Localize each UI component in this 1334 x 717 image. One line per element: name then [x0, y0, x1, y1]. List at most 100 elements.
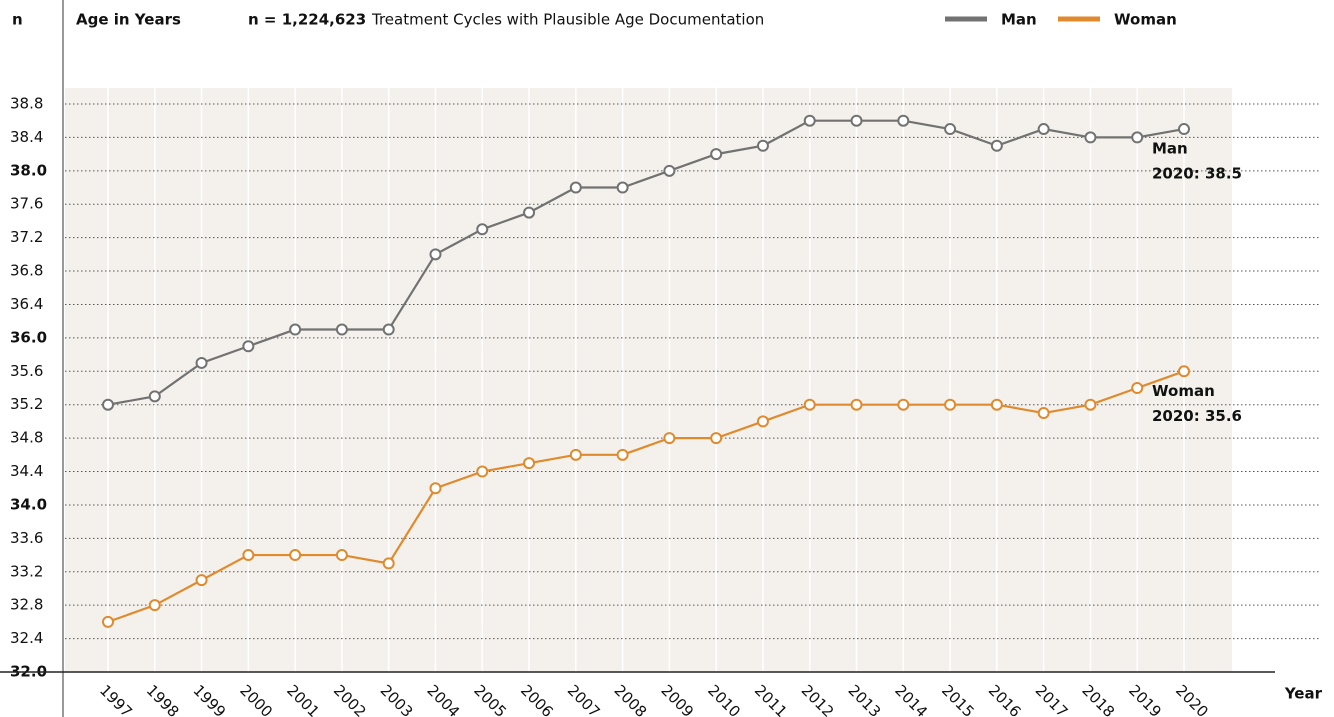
- point-marker: [195, 574, 208, 587]
- point-marker: [803, 398, 816, 411]
- chart-title: Age in Years: [76, 11, 181, 29]
- y-tick-label: 36.8: [10, 262, 43, 280]
- y-tick-label: 32.8: [10, 596, 43, 614]
- point-marker: [616, 181, 629, 194]
- point-marker: [242, 340, 255, 353]
- point-marker: [476, 223, 489, 236]
- point-marker: [616, 448, 629, 461]
- x-tick-label: 2020: [1172, 681, 1212, 717]
- series-line: [107, 370, 1185, 623]
- point-marker: [1131, 382, 1144, 394]
- y-tick-label: 33.2: [10, 562, 43, 580]
- point-marker: [850, 114, 863, 127]
- x-tick-label: 2009: [657, 681, 697, 717]
- plot-background: [65, 88, 1232, 672]
- y-tick-label: 35.2: [10, 395, 43, 413]
- x-tick-label: 2006: [517, 681, 557, 717]
- point-marker: [1037, 123, 1050, 136]
- y-tick-label: 38.0: [10, 161, 47, 179]
- x-tick-label: 2005: [470, 681, 510, 717]
- point-marker: [756, 139, 769, 152]
- y-tick-label: 37.2: [10, 228, 43, 246]
- subtitle: Treatment Cycles with Plausible Age Docu…: [371, 11, 764, 29]
- x-tick-label: 1997: [96, 681, 136, 717]
- point-marker: [148, 390, 161, 403]
- point-marker: [335, 549, 348, 562]
- annotation: 2020: 38.5: [1152, 165, 1242, 183]
- point-marker: [523, 206, 536, 219]
- point-marker: [102, 398, 114, 411]
- x-tick-label: 2004: [423, 681, 463, 717]
- point-marker: [523, 457, 536, 470]
- point-marker: [1084, 398, 1097, 411]
- y-tick-label: 36.0: [10, 328, 47, 346]
- x-tick-label: 2008: [611, 681, 651, 717]
- legend-label: Man: [1001, 11, 1037, 29]
- subtitle-bold: n = 1,224,623: [248, 11, 366, 29]
- point-marker: [382, 557, 395, 570]
- x-tick-label: 2007: [564, 681, 604, 717]
- x-tick-label: 2015: [938, 681, 978, 717]
- axis-header: n: [12, 11, 23, 29]
- annotation: Man: [1152, 140, 1188, 158]
- x-tick-label: 2000: [236, 681, 276, 717]
- point-marker: [289, 323, 302, 336]
- point-marker: [990, 398, 1003, 411]
- point-marker: [476, 465, 489, 478]
- x-tick-label: 2002: [330, 681, 370, 717]
- point-marker: [1084, 131, 1097, 144]
- legend-label: Woman: [1114, 11, 1177, 29]
- annotation: Woman: [1152, 382, 1215, 400]
- y-tick-label: 34.8: [10, 429, 43, 447]
- point-marker: [897, 398, 910, 411]
- point-marker: [289, 549, 302, 562]
- x-tick-label: 2011: [751, 681, 791, 717]
- x-tick-label: 1998: [143, 681, 183, 717]
- point-marker: [195, 356, 208, 369]
- y-tick-label: 38.4: [10, 128, 43, 146]
- point-marker: [710, 148, 723, 161]
- x-tick-label: 2017: [1032, 681, 1072, 717]
- y-tick-label: 37.6: [10, 195, 43, 213]
- point-marker: [148, 599, 161, 612]
- point-marker: [1037, 407, 1050, 420]
- x-tick-label: 2016: [985, 681, 1025, 717]
- point-marker: [1178, 123, 1190, 136]
- point-marker: [335, 323, 348, 336]
- point-marker: [897, 114, 910, 127]
- point-marker: [990, 139, 1003, 152]
- point-marker: [663, 432, 676, 445]
- point-marker: [756, 415, 769, 428]
- point-marker: [1131, 131, 1144, 144]
- point-marker: [569, 448, 582, 461]
- point-marker: [569, 181, 582, 194]
- point-marker: [242, 549, 255, 562]
- y-tick-label: 32.4: [10, 629, 43, 647]
- point-marker: [102, 615, 114, 628]
- x-tick-label: 2014: [891, 681, 931, 717]
- point-marker: [382, 323, 395, 336]
- series-line: [107, 119, 1185, 406]
- x-tick-label: 2003: [377, 681, 417, 717]
- point-marker: [850, 398, 863, 411]
- y-tick-label: 34.0: [10, 495, 47, 513]
- y-tick-label: 34.4: [10, 462, 43, 480]
- y-tick-label: 33.6: [10, 529, 43, 547]
- x-tick-label: 2019: [1125, 681, 1165, 717]
- x-tick-label: 2001: [283, 681, 323, 717]
- point-marker: [944, 123, 957, 136]
- y-tick-label: 36.4: [10, 295, 43, 313]
- y-tick-label: 35.6: [10, 362, 43, 380]
- x-tick-label: 2012: [798, 681, 838, 717]
- point-marker: [429, 482, 442, 495]
- point-marker: [803, 114, 816, 127]
- x-tick-label: 2013: [845, 681, 885, 717]
- point-marker: [1178, 365, 1190, 378]
- x-tick-label: 2018: [1078, 681, 1118, 717]
- x-axis-label: Year: [1284, 685, 1323, 703]
- y-tick-label: 38.8: [10, 95, 43, 113]
- point-marker: [944, 398, 957, 411]
- point-marker: [663, 164, 676, 177]
- point-marker: [710, 432, 723, 445]
